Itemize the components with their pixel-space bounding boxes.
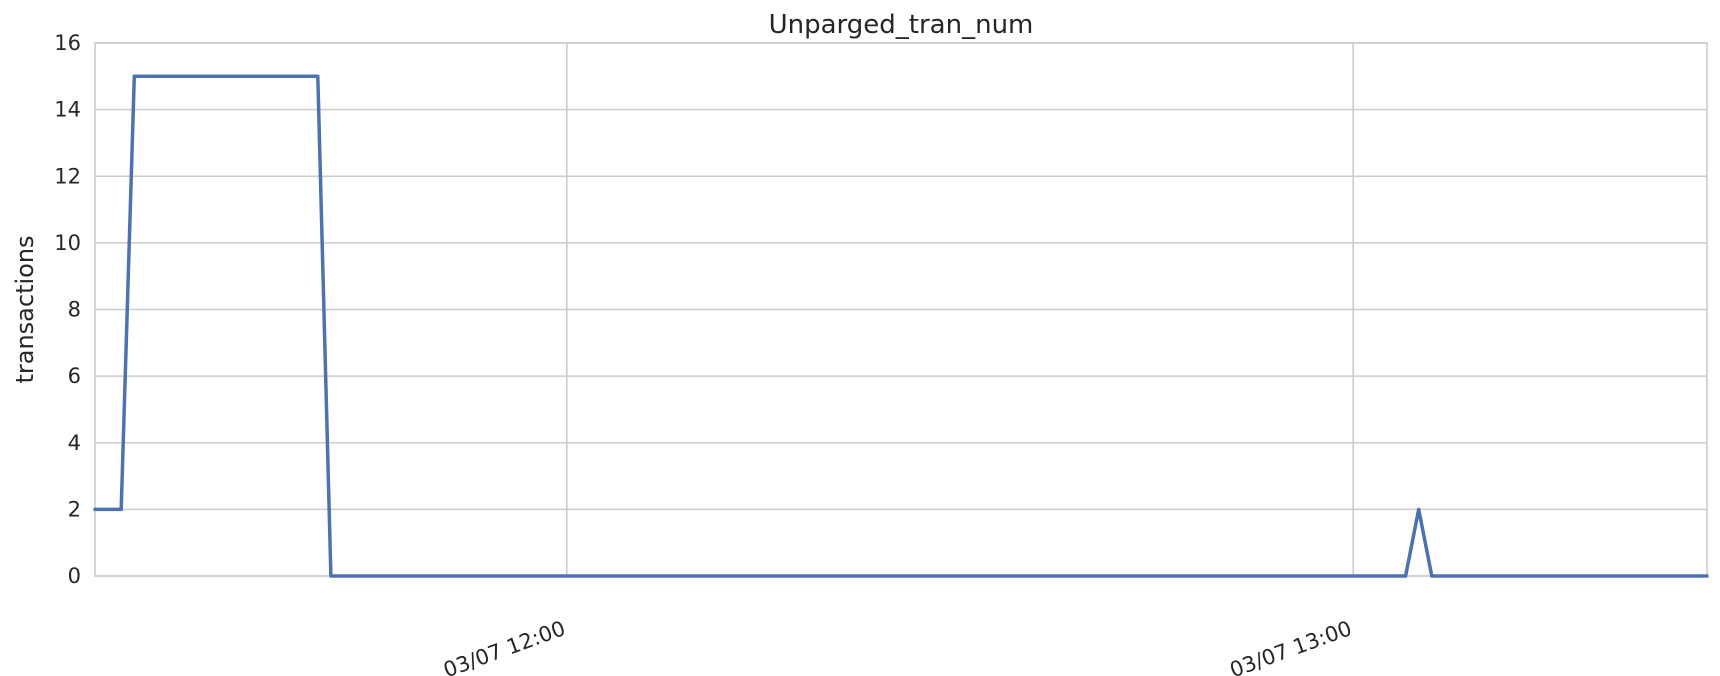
- y-axis-label: transactions: [11, 235, 39, 383]
- series-line: [93, 74, 1709, 578]
- y-tick-label: 14: [54, 98, 81, 122]
- x-tick-label: 03/07 12:00: [440, 616, 568, 676]
- x-tick-labels: 03/07 12:00 03/07 13:00: [440, 616, 1355, 676]
- chart-title: Unparged_tran_num: [769, 10, 1034, 40]
- y-tick-label: 12: [54, 164, 81, 188]
- y-tick-label: 6: [68, 364, 81, 388]
- y-tick-label: 10: [54, 231, 81, 255]
- y-tick-labels: 0 2 4 6 8 10 12 14 16: [54, 31, 81, 588]
- x-tick-label: 03/07 13:00: [1227, 616, 1355, 676]
- y-tick-label: 4: [68, 431, 81, 455]
- grid-layer: [95, 42, 1707, 577]
- series-layer: [93, 74, 1709, 578]
- y-tick-label: 8: [68, 298, 81, 322]
- y-tick-label: 2: [68, 497, 81, 521]
- y-tick-label: 16: [54, 31, 81, 55]
- y-tick-label: 0: [68, 564, 81, 588]
